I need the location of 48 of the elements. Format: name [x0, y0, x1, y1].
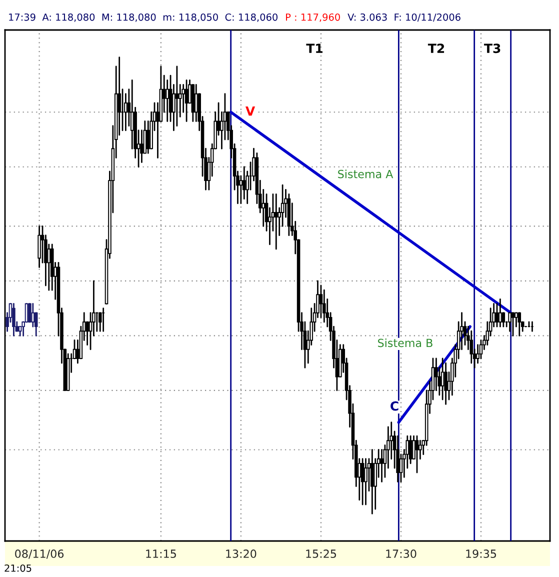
x-tick-label: 17:30	[386, 550, 416, 558]
candlestick	[184, 79, 188, 122]
x-tick-label: 19:35	[466, 550, 496, 558]
candlestick	[274, 194, 278, 250]
candlestick	[444, 362, 448, 405]
candlestick	[12, 303, 16, 336]
text: T1	[306, 44, 323, 53]
candlestick	[18, 326, 22, 336]
candlestick	[380, 449, 384, 482]
candlestick	[370, 449, 374, 514]
text: T2	[428, 44, 444, 53]
candlestick	[518, 312, 522, 336]
candlestick	[38, 225, 41, 268]
candlestick	[178, 84, 182, 118]
x-tick-label: 08/11/06	[15, 550, 64, 559]
text: 21:05	[4, 564, 32, 572]
candlestick	[498, 298, 502, 328]
candlestick	[418, 440, 422, 460]
candlestick	[322, 289, 326, 323]
annotation: C	[390, 401, 398, 411]
candlestick	[140, 130, 144, 164]
text: V: 3.063 F: 10/11/2006	[348, 13, 460, 22]
candlestick	[415, 435, 419, 474]
candlestick	[146, 120, 150, 154]
candlestick	[175, 66, 179, 127]
text: 17:39 A: 118,080 M: 118,080 m: 118,050 C: 118,060	[9, 13, 278, 22]
candlestick	[408, 435, 412, 464]
candlestick	[24, 303, 28, 323]
x-tick-label: 13:20	[226, 550, 256, 558]
annotation: V	[246, 106, 256, 116]
candlestick	[28, 303, 32, 323]
text: T3	[484, 44, 500, 54]
candlestick	[434, 358, 438, 392]
candlestick	[360, 458, 364, 506]
candlestick	[495, 303, 499, 328]
candlestick	[242, 166, 246, 200]
text: P : 117,960	[286, 13, 340, 22]
candlestick	[319, 284, 323, 318]
series-label: Sistema B	[378, 338, 432, 348]
candlestick	[194, 84, 198, 122]
candlestick	[166, 79, 169, 122]
series-label: Sistema A	[338, 170, 394, 178]
x-tick-label: 11:15	[146, 550, 176, 558]
candlestick	[511, 312, 515, 336]
candlestick	[31, 303, 35, 328]
candlestick	[364, 458, 368, 506]
x-tick-label: 15:25	[306, 550, 336, 558]
candlestick	[396, 435, 400, 482]
